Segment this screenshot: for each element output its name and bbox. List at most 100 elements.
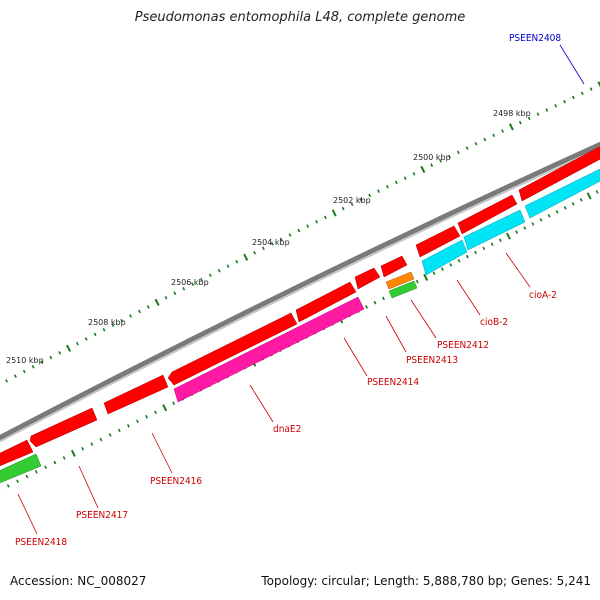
ruler-minor-tick	[365, 305, 368, 309]
gene-label-dnaE2[interactable]: dnaE2	[273, 424, 301, 435]
ruler-minor-tick	[377, 189, 381, 193]
gene-label-PSEEN2416[interactable]: PSEEN2416	[150, 476, 202, 487]
ruler-minor-tick	[136, 419, 139, 424]
gene-label-PSEEN2414[interactable]: PSEEN2414	[367, 377, 419, 388]
ruler-minor-tick	[90, 442, 94, 446]
ruler-minor-tick	[34, 470, 38, 474]
gene-feature-orange[interactable]	[385, 271, 415, 290]
ruler-minor-tick	[5, 379, 9, 383]
ruler-minor-tick	[81, 446, 85, 451]
ruler-minor-tick	[531, 222, 535, 226]
ruler-major-tick	[331, 209, 337, 217]
ruler-minor-tick	[84, 337, 88, 341]
gene-label-PSEEN2417[interactable]: PSEEN2417	[76, 510, 128, 521]
ruler-minor-tick	[415, 279, 419, 284]
ruler-minor-tick	[164, 296, 168, 300]
gene-feature-PSEEN2418[interactable]	[0, 439, 34, 470]
ruler-minor-tick	[350, 202, 354, 206]
ruler-minor-tick	[226, 264, 230, 268]
ruler-tick-label: 2506 kbp	[171, 278, 209, 287]
ruler-minor-tick	[554, 104, 558, 108]
gene-label-PSEEN2418[interactable]: PSEEN2418	[15, 537, 67, 548]
ruler-minor-tick	[474, 142, 478, 146]
ruler-minor-tick	[501, 129, 505, 133]
ruler-minor-tick	[589, 87, 593, 91]
ruler-minor-tick	[373, 300, 377, 305]
ruler-minor-tick	[102, 328, 106, 332]
gene-feature-PSEEN2413[interactable]	[354, 267, 381, 290]
ruler-minor-tick	[394, 180, 398, 185]
ruler-minor-tick	[145, 414, 149, 419]
ruler-minor-tick	[323, 215, 327, 220]
genome-backbone	[0, 141, 600, 441]
ruler-minor-tick	[490, 242, 494, 247]
genome-summary-text: Topology: circular; Length: 5,888,780 bp…	[261, 574, 591, 588]
gene-label-cioA-2[interactable]: cioA-2	[529, 290, 557, 301]
ruler-minor-tick	[412, 172, 416, 176]
ruler-minor-tick	[359, 198, 363, 202]
gene-feature-PSEEN2412[interactable]	[415, 225, 461, 258]
gene-feature-PSEEN2414[interactable]	[295, 281, 357, 323]
ruler-major-tick	[420, 165, 426, 174]
ruler-minor-tick	[191, 282, 195, 286]
ruler-minor-tick	[108, 433, 112, 437]
gene-feature-cyan-1[interactable]	[524, 166, 600, 219]
ruler-minor-tick	[457, 258, 461, 263]
ruler-tick-label: 2502 kbp	[333, 196, 371, 205]
ruler-major-tick	[154, 298, 160, 306]
ruler-minor-tick	[111, 323, 115, 327]
map-title: Pseudomonas entomophila L48, complete ge…	[134, 10, 466, 25]
ruler-minor-tick	[117, 428, 121, 433]
gene-feature-green-large[interactable]	[0, 453, 42, 487]
gene-feature-PSEEN2413b[interactable]	[380, 255, 408, 278]
gene-feature-PSEEN2417[interactable]	[29, 407, 98, 448]
ruler-minor-tick	[40, 360, 44, 364]
ruler-tick-label: 2500 kbp	[413, 153, 451, 162]
ruler-minor-tick	[456, 150, 460, 155]
ruler-minor-tick	[6, 484, 10, 488]
ruler-major-tick	[597, 81, 600, 88]
gene-feature-PSEEN2416[interactable]	[103, 374, 169, 415]
gene-feature-dnaE2[interactable]	[167, 312, 298, 386]
gene-feature-magenta[interactable]	[173, 296, 365, 403]
ruler-minor-tick	[129, 314, 133, 318]
ruler-minor-tick	[430, 163, 434, 167]
gene-label-PSEEN2408[interactable]: PSEEN2408	[509, 33, 561, 44]
ruler-minor-tick	[571, 202, 575, 206]
ruler-minor-tick	[137, 309, 141, 314]
ruler-minor-tick	[545, 108, 549, 112]
ruler-minor-tick	[146, 305, 150, 309]
gene-feature-green-small[interactable]	[388, 280, 418, 299]
gene-label-PSEEN2412[interactable]: PSEEN2412	[437, 340, 489, 351]
ruler-minor-tick	[93, 332, 97, 337]
ruler-minor-tick	[173, 291, 177, 296]
ruler-minor-tick	[432, 271, 436, 275]
ruler-minor-tick	[527, 116, 531, 121]
ruler-minor-tick	[439, 159, 443, 163]
ruler-minor-tick	[465, 146, 469, 150]
ruler-minor-tick	[208, 273, 212, 277]
gene-feature-cyan-3[interactable]	[421, 239, 468, 276]
ruler-minor-tick	[270, 242, 274, 246]
ruler-minor-tick	[449, 263, 453, 267]
gene-label-cioB-2[interactable]: cioB-2	[480, 317, 508, 328]
ruler-minor-tick	[62, 456, 66, 460]
ruler-minor-tick	[261, 246, 265, 251]
ruler-major-tick	[506, 232, 511, 240]
ruler-minor-tick	[465, 254, 469, 259]
ruler-minor-tick	[447, 154, 451, 159]
ruler-minor-tick	[49, 355, 53, 360]
gene-feature-cioB-2[interactable]	[457, 194, 518, 235]
ruler-major-tick	[66, 344, 72, 352]
ruler-minor-tick	[253, 251, 257, 255]
backbone-shadow	[0, 147, 600, 443]
forward-strand-track	[0, 144, 600, 470]
gene-feature-cioA-2[interactable]	[518, 144, 600, 202]
ruler-minor-tick	[315, 219, 319, 224]
gene-label-PSEEN2413[interactable]: PSEEN2413	[406, 355, 458, 366]
ruler-major-tick	[243, 253, 249, 261]
ruler-minor-tick	[515, 230, 519, 234]
gene-feature-cyan-2[interactable]	[463, 209, 526, 251]
